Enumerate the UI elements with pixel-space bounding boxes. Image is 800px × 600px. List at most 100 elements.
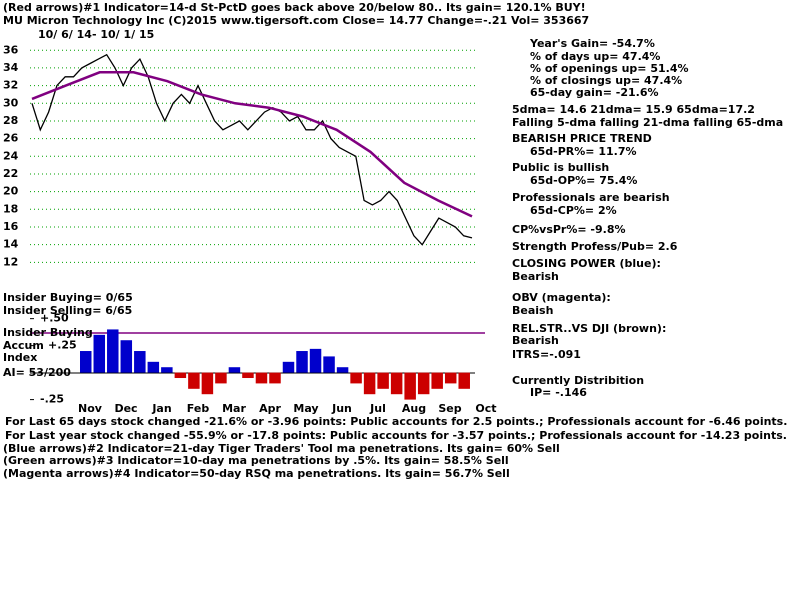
x-tick-label: Oct xyxy=(475,402,496,415)
info-text: Professionals are bearish xyxy=(512,191,670,204)
left-label: Accum xyxy=(3,339,44,352)
header-text: (Red arrows)#1 Indicator=14-d St-PctD go… xyxy=(3,1,586,14)
accum-bar xyxy=(296,351,308,373)
price-line xyxy=(31,53,473,246)
left-label: Insider Buying= 0/65 xyxy=(3,291,133,304)
accum-bar xyxy=(350,372,362,384)
accum-bar xyxy=(147,361,160,373)
y-tick-label: 34 xyxy=(3,61,19,74)
accum-bar xyxy=(242,372,254,379)
y-tick-label: 18 xyxy=(3,202,18,215)
accum-bar xyxy=(417,372,430,395)
accum-bar xyxy=(444,372,457,384)
info-text: REL.STR..VS DJI (brown): xyxy=(512,322,666,335)
y-tick-label: 22 xyxy=(3,167,18,180)
y-tick-label: 14 xyxy=(3,238,19,251)
info-text: 65-day gain= -21.6% xyxy=(530,86,659,99)
info-text: % of closings up= 47.4% xyxy=(530,74,682,87)
x-tick-label: Nov xyxy=(78,402,103,415)
info-text: Falling 5-dma falling 21-dma falling 65-… xyxy=(512,116,783,129)
info-text: CLOSING POWER (blue): xyxy=(512,257,661,270)
info-text: Bearish xyxy=(512,270,559,283)
info-text: 65d-CP%= 2% xyxy=(530,204,617,217)
accum-bar xyxy=(215,372,227,384)
accum-bar xyxy=(323,356,335,373)
accum-bar xyxy=(309,348,322,373)
x-tick-label: Jan xyxy=(151,402,171,415)
header-text: MU Micron Technology Inc (C)2015 www.tig… xyxy=(3,14,589,27)
accum-bar xyxy=(188,372,200,389)
accum-bar xyxy=(120,340,133,373)
info-text: % of openings up= 51.4% xyxy=(530,62,689,75)
accum-bar xyxy=(255,372,268,384)
y-tick-label: +.25 xyxy=(48,339,77,352)
accum-bar xyxy=(390,372,403,395)
x-tick-label: Sep xyxy=(438,402,461,415)
y-tick-label: 16 xyxy=(3,220,19,233)
x-tick-label: Mar xyxy=(222,402,246,415)
accum-bar xyxy=(404,372,416,400)
accum-bar xyxy=(174,372,187,379)
info-text: % of days up= 47.4% xyxy=(530,50,660,63)
info-text: IP= -.146 xyxy=(530,386,587,399)
y-tick-label: -.25 xyxy=(40,393,64,406)
x-tick-label: May xyxy=(293,402,318,415)
info-text: BEARISH PRICE TREND xyxy=(512,132,652,145)
x-tick-label: Jul xyxy=(369,402,386,415)
info-text: CP%vsPr%= -9.8% xyxy=(512,223,626,236)
left-label: AI= 53/200 xyxy=(3,366,71,379)
info-text: 65d-PR%= 11.7% xyxy=(530,145,637,158)
footer-text: (Magenta arrows)#4 Indicator=50-day RSQ … xyxy=(3,467,510,480)
y-tick-label: 36 xyxy=(3,43,19,56)
info-text: Strength Profess/Pub= 2.6 xyxy=(512,240,678,253)
y-tick-label: 30 xyxy=(3,96,19,109)
info-text: 5dma= 14.6 21dma= 15.9 65dma=17.2 xyxy=(512,103,755,116)
x-tick-label: Aug xyxy=(402,402,426,415)
accum-bar xyxy=(269,372,281,384)
footer-text: (Green arrows)#3 Indicator=10-day ma pen… xyxy=(3,454,509,467)
accum-bar xyxy=(201,372,214,395)
accum-bar xyxy=(377,372,389,389)
info-text: Beaish xyxy=(512,304,553,317)
y-tick-label: 32 xyxy=(3,79,18,92)
accum-bar xyxy=(161,367,173,373)
y-tick-label: 26 xyxy=(3,132,19,145)
accum-bar xyxy=(80,351,92,373)
y-tick-label: 12 xyxy=(3,255,18,268)
accum-bar xyxy=(458,372,470,389)
info-text: Public is bullish xyxy=(512,161,609,174)
left-label: Index xyxy=(3,351,37,364)
accum-bar xyxy=(107,329,119,373)
info-text: Currently Distribition xyxy=(512,374,644,387)
x-tick-label: Feb xyxy=(187,402,210,415)
info-text: ITRS=-.091 xyxy=(512,348,581,361)
accum-bar xyxy=(431,372,443,389)
y-tick-label: +.50 xyxy=(40,312,69,325)
accum-bar xyxy=(363,372,376,395)
accum-bar xyxy=(93,334,106,373)
x-tick-label: Dec xyxy=(114,402,137,415)
left-label: Insider Buying xyxy=(3,326,93,339)
footer-text: For Last 65 days stock changed -21.6% or… xyxy=(5,415,787,428)
y-tick-label: 20 xyxy=(3,185,19,198)
footer-text: For Last year stock changed -55.9% or -1… xyxy=(5,429,787,442)
left-label: Insider Selling= 6/65 xyxy=(3,304,132,317)
y-tick-label: 28 xyxy=(3,114,18,127)
info-text: Bearish xyxy=(512,334,559,347)
footer-text: (Blue arrows)#2 Indicator=21-day Tiger T… xyxy=(3,442,560,455)
accum-bar xyxy=(228,367,241,373)
accum-bar xyxy=(282,361,295,373)
info-text: 65d-OP%= 75.4% xyxy=(530,174,637,187)
info-text: OBV (magenta): xyxy=(512,291,611,304)
info-text: Year's Gain= -54.7% xyxy=(529,37,655,50)
price-line xyxy=(31,71,473,218)
y-tick-label: 24 xyxy=(3,149,19,162)
x-tick-label: Jun xyxy=(331,402,352,415)
header-text: 10/ 6/ 14- 10/ 1/ 15 xyxy=(38,28,154,41)
accum-bar xyxy=(134,351,146,373)
x-tick-label: Apr xyxy=(259,402,281,415)
accum-bar xyxy=(336,367,349,373)
